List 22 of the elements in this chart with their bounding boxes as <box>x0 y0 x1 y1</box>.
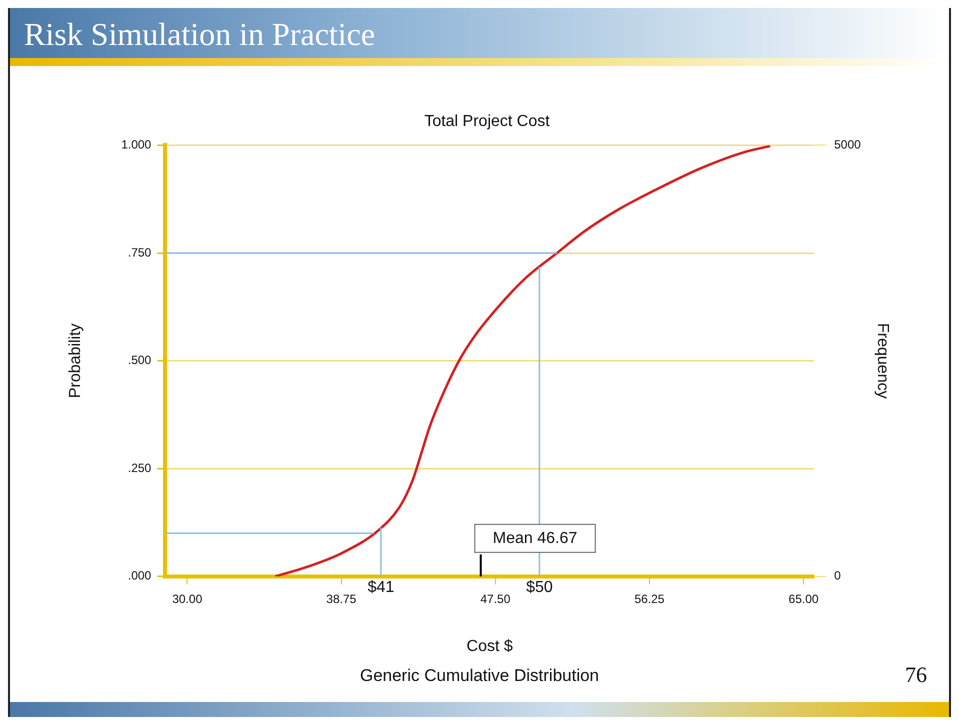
x-tick-label: 47.50 <box>480 592 511 606</box>
ref-line-label: $50 <box>526 578 553 596</box>
y-tick-label: 1.000 <box>121 138 152 152</box>
chart-subtitle: Total Project Cost <box>424 113 550 130</box>
y-tick-label: .000 <box>128 568 152 583</box>
y-axis-title: Probability <box>67 323 84 398</box>
y-tick-label: .250 <box>128 460 152 475</box>
x-tick-label: 65.00 <box>788 592 819 606</box>
y-tick-label: .750 <box>128 245 152 260</box>
chart-title: Risk Simulation in Practice <box>24 16 376 53</box>
x-tick-label: 30.00 <box>172 592 203 606</box>
y-tick-label: .500 <box>128 353 152 368</box>
y2-tick-label: 5000 <box>834 138 862 152</box>
x-tick-label: 38.75 <box>326 592 357 606</box>
ref-line-label: Mean 46.67 <box>492 530 578 547</box>
text: Generic Cumulative Distribution <box>360 666 600 685</box>
y2-tick-label: 0 <box>834 568 842 583</box>
y2-axis-title: Frequency <box>874 323 891 399</box>
x-axis-title: Cost $ <box>466 638 513 655</box>
x-tick-label: 56.25 <box>634 592 665 606</box>
ref-line-label: $41 <box>368 578 394 596</box>
text: 76 <box>905 662 927 688</box>
